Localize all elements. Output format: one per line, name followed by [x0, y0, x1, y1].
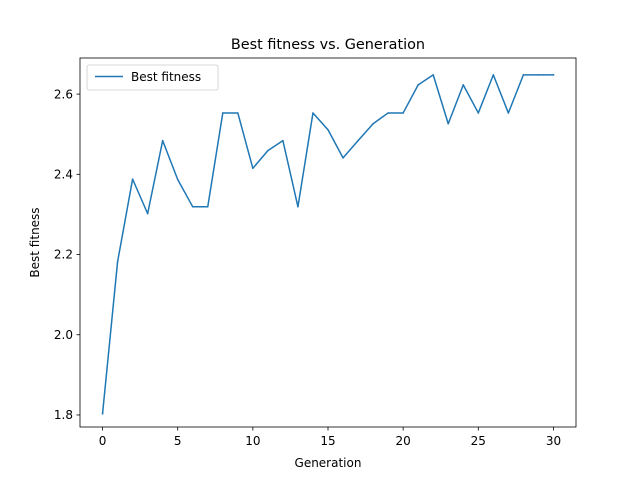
legend-box: [86, 64, 219, 91]
y-axis: 1.8 2.0 2.2 2.4 2.6: [54, 87, 80, 422]
data-point: [191, 206, 194, 208]
data-point: [116, 261, 119, 263]
data-point: [417, 84, 419, 86]
x-tick-label: 20: [396, 434, 411, 448]
y-tick-label: 2.2: [54, 248, 73, 262]
data-point: [537, 74, 540, 76]
data-point: [507, 112, 510, 114]
data-point: [522, 74, 525, 76]
legend: Best fitness: [86, 64, 219, 91]
y-tick-label: 1.8: [54, 408, 73, 422]
x-tick-label: 15: [320, 434, 335, 448]
data-point: [342, 157, 344, 159]
y-tick-label: 2.0: [54, 328, 73, 342]
y-tick-label: 2.6: [54, 87, 73, 101]
data-point: [282, 139, 284, 142]
y-tick-label: 2.4: [54, 168, 73, 182]
data-point: [492, 74, 495, 76]
data-point: [131, 178, 134, 180]
data-point: [477, 112, 480, 114]
x-tick-label: 0: [99, 434, 107, 448]
data-point: [161, 139, 164, 142]
x-axis: 0 5 10 15 20 25 30: [99, 427, 561, 448]
data-point: [297, 206, 299, 208]
data-point: [312, 112, 314, 114]
x-tick-label: 5: [174, 434, 182, 448]
data-point: [176, 178, 179, 181]
x-tick-label: 25: [471, 434, 486, 448]
data-point: [402, 112, 404, 114]
x-tick-label: 10: [245, 434, 260, 448]
data-point: [146, 212, 149, 215]
data-point: [552, 74, 555, 76]
plot-area: [101, 74, 555, 415]
legend-label: Best fitness: [131, 70, 201, 84]
x-axis-label: Generation: [295, 456, 362, 470]
data-point: [387, 112, 389, 114]
data-point: [372, 123, 374, 125]
x-tick-label: 30: [546, 434, 561, 448]
data-point: [207, 206, 209, 208]
data-point: [447, 123, 449, 125]
y-axis-label: Best fitness: [28, 207, 42, 277]
data-point: [432, 74, 434, 76]
data-point: [252, 167, 254, 170]
data-point: [357, 139, 359, 142]
chart-title: Best fitness vs. Generation: [231, 37, 425, 53]
data-point: [327, 129, 329, 131]
data-point: [267, 149, 269, 152]
data-point: [237, 112, 239, 114]
data-point: [462, 84, 465, 86]
data-point: [222, 112, 224, 114]
data-point: [101, 413, 104, 415]
